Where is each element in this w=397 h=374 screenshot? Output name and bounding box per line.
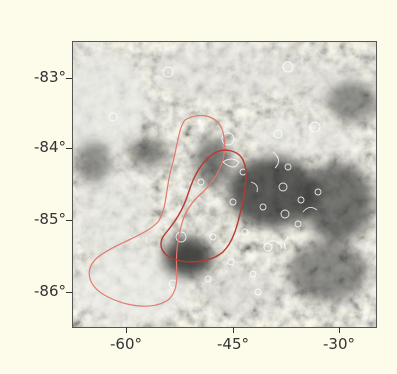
y-tick: [66, 292, 72, 293]
y-tick-label: -85°: [34, 210, 66, 228]
shadowed-terrain: [75, 82, 376, 302]
y-tick-label: -86°: [34, 282, 66, 300]
x-tick: [339, 327, 340, 333]
x-tick: [233, 327, 234, 333]
y-tick: [66, 148, 72, 149]
lunar-surface-svg: [73, 42, 376, 327]
y-tick-label: -83°: [34, 68, 66, 86]
y-tick-label: -84°: [34, 138, 66, 156]
inner-contour: [160, 149, 247, 263]
crater-outlines: [108, 61, 322, 296]
x-tick-label: -60°: [110, 335, 142, 353]
y-tick: [66, 78, 72, 79]
x-tick: [126, 327, 127, 333]
outer-contour: [88, 114, 226, 307]
y-tick: [66, 220, 72, 221]
x-tick-label: -45°: [217, 335, 249, 353]
x-tick-label: -30°: [323, 335, 355, 353]
lunar-surface-map: [72, 41, 377, 328]
